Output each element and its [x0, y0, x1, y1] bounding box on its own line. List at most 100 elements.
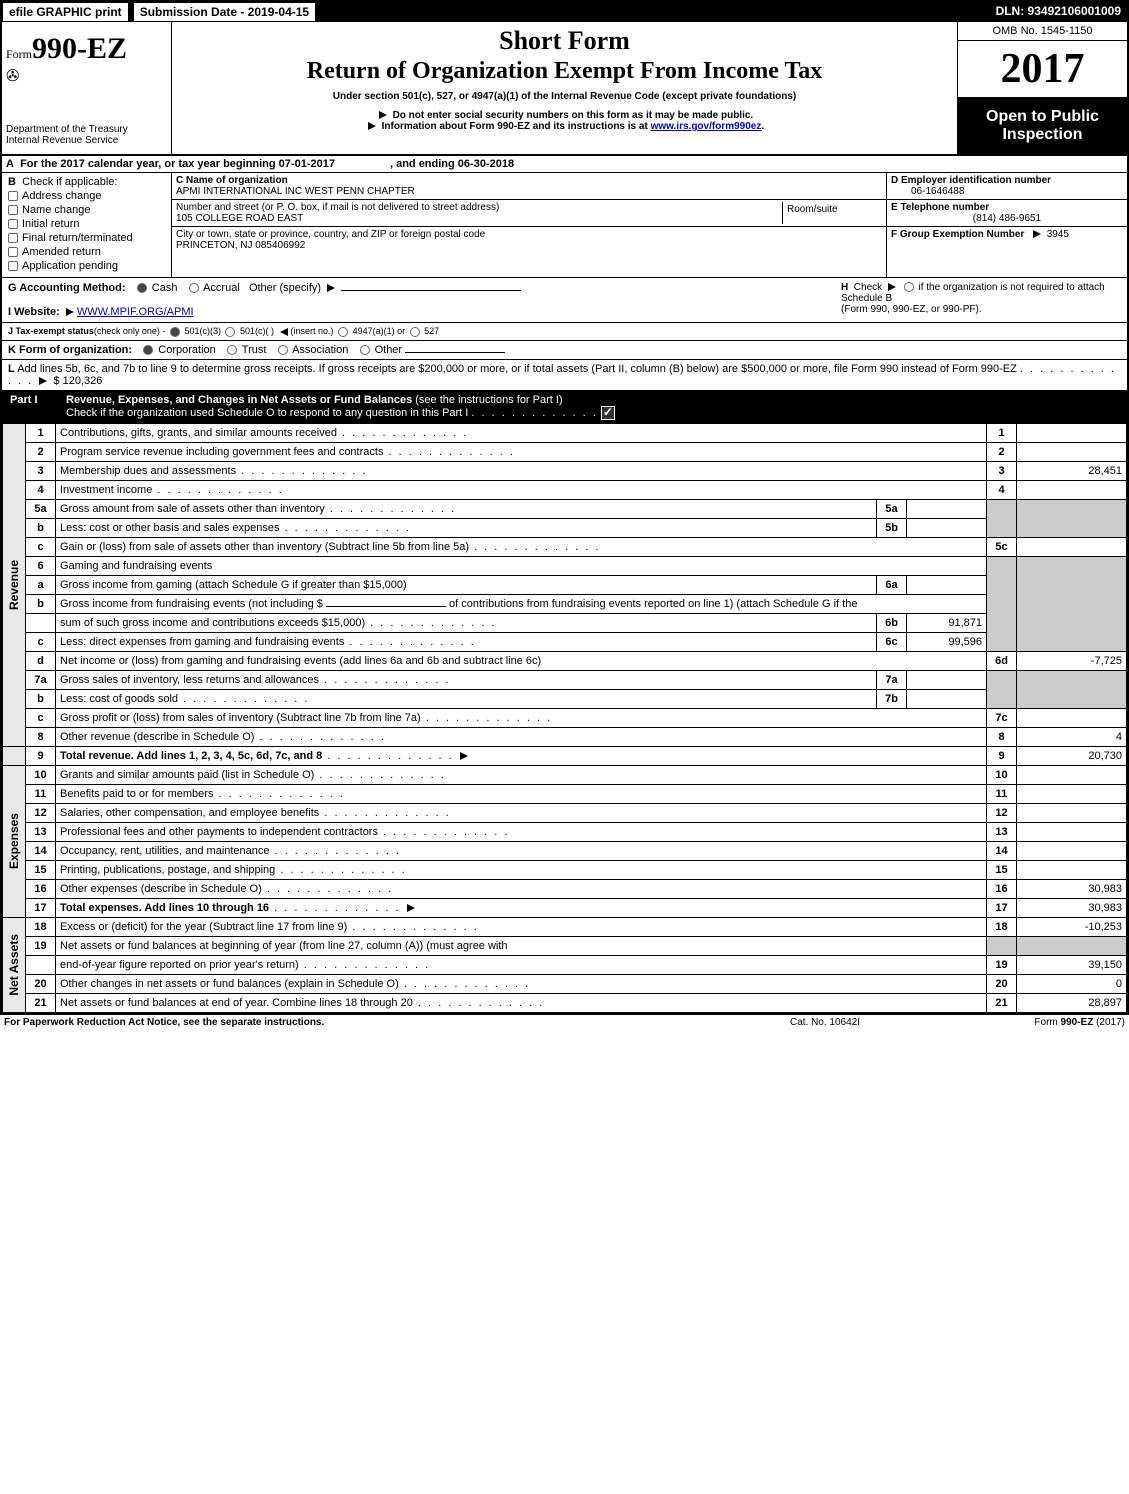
radio-corp[interactable]	[143, 345, 153, 355]
table-row: 9 Total revenue. Add lines 1, 2, 3, 4, 5…	[3, 746, 1127, 765]
table-row: 3 Membership dues and assessments 3 28,4…	[3, 461, 1127, 480]
row-k: K Form of organization: Corporation Trus…	[2, 341, 1127, 360]
line-7a-amount	[907, 670, 987, 689]
website-link[interactable]: WWW.MPIF.ORG/APMI	[77, 306, 194, 318]
line-18-amount: -10,253	[1017, 917, 1127, 936]
radio-4947[interactable]	[338, 327, 348, 337]
header-left: Form990-EZ ✇ Department of the Treasury …	[2, 22, 172, 154]
line-7c-amount	[1017, 708, 1127, 727]
triangle-icon	[39, 377, 47, 385]
chk-address-change[interactable]: Address change	[8, 190, 165, 202]
table-row: 15 Printing, publications, postage, and …	[3, 860, 1127, 879]
triangle-icon	[327, 284, 335, 292]
table-row: 17 Total expenses. Add lines 10 through …	[3, 898, 1127, 917]
city-state-zip: PRINCETON, NJ 085406992	[176, 240, 305, 251]
eagle-icon: ✇	[6, 66, 167, 86]
triangle-icon	[888, 283, 896, 291]
chk-h[interactable]	[904, 282, 914, 292]
chk-application-pending[interactable]: Application pending	[8, 260, 165, 272]
tax-year: 2017	[958, 41, 1127, 98]
instructions-link[interactable]: www.irs.gov/form990ez	[651, 121, 762, 132]
table-row: b Less: cost of goods sold 7b	[3, 689, 1127, 708]
chk-amended-return[interactable]: Amended return	[8, 246, 165, 258]
efile-button[interactable]: efile GRAPHIC print	[2, 2, 129, 22]
radio-527[interactable]	[410, 327, 420, 337]
table-row: 4 Investment income 4	[3, 480, 1127, 499]
table-row: end-of-year figure reported on prior yea…	[3, 955, 1127, 974]
table-row: 16 Other expenses (describe in Schedule …	[3, 879, 1127, 898]
radio-cash[interactable]	[137, 283, 147, 293]
radio-assoc[interactable]	[278, 345, 288, 355]
table-row: c Less: direct expenses from gaming and …	[3, 632, 1127, 651]
form-header: Form990-EZ ✇ Department of the Treasury …	[2, 22, 1127, 156]
submission-date: Submission Date - 2019-04-15	[133, 2, 316, 22]
page-footer: For Paperwork Reduction Act Notice, see …	[0, 1015, 1129, 1030]
f-group: F Group Exemption Number 3945	[887, 227, 1127, 242]
form-990ez: 990-EZ	[32, 32, 127, 65]
table-row: a Gross income from gaming (attach Sched…	[3, 575, 1127, 594]
open-to-public: Open to Public Inspection	[958, 98, 1127, 154]
other-specify-input[interactable]	[341, 290, 521, 291]
header-right: OMB No. 1545-1150 2017 Open to Public In…	[957, 22, 1127, 154]
c-city-cell: City or town, state or province, country…	[172, 227, 886, 253]
line-4-amount	[1017, 480, 1127, 499]
part-1-title: Revenue, Expenses, and Changes in Net As…	[62, 391, 1127, 423]
line-12-amount	[1017, 803, 1127, 822]
under-section: Under section 501(c), 527, or 4947(a)(1)…	[182, 91, 947, 102]
line-3-amount: 28,451	[1017, 461, 1127, 480]
footer-left: For Paperwork Reduction Act Notice, see …	[4, 1017, 725, 1028]
table-row: 12 Salaries, other compensation, and emp…	[3, 803, 1127, 822]
triangle-icon	[1033, 230, 1041, 238]
line-2-amount	[1017, 442, 1127, 461]
line-13-amount	[1017, 822, 1127, 841]
table-row: d Net income or (loss) from gaming and f…	[3, 651, 1127, 670]
table-row: 5a Gross amount from sale of assets othe…	[3, 499, 1127, 518]
row-h: H Check if the organization is not requi…	[841, 282, 1121, 318]
chk-initial-return[interactable]: Initial return	[8, 218, 165, 230]
dept-irs: Internal Revenue Service	[6, 135, 167, 146]
triangle-icon	[407, 904, 415, 912]
line-19-amount: 39,150	[1017, 955, 1127, 974]
line-17-amount: 30,983	[1017, 898, 1127, 917]
arrow-line-2: Information about Form 990-EZ and its in…	[182, 121, 947, 132]
radio-501c3[interactable]	[170, 327, 180, 337]
line-5b-amount	[907, 518, 987, 537]
part-1-table: Revenue 1 Contributions, gifts, grants, …	[2, 423, 1127, 1013]
c-name-cell: C Name of organization APMI INTERNATIONA…	[172, 173, 886, 200]
form-number: Form990-EZ	[6, 32, 167, 66]
form-prefix: Form	[6, 47, 32, 61]
org-name: APMI INTERNATIONAL INC WEST PENN CHAPTER	[176, 186, 415, 197]
table-row: Revenue 1 Contributions, gifts, grants, …	[3, 423, 1127, 442]
line-6c-amount: 99,596	[907, 632, 987, 651]
triangle-icon	[368, 122, 376, 130]
line-8-amount: 4	[1017, 727, 1127, 746]
revenue-side-label: Revenue	[3, 423, 26, 746]
line-11-amount	[1017, 784, 1127, 803]
radio-accrual[interactable]	[189, 283, 199, 293]
line-16-amount: 30,983	[1017, 879, 1127, 898]
table-row: Net Assets 18 Excess or (deficit) for th…	[3, 917, 1127, 936]
row-gh: G Accounting Method: Cash Accrual Other …	[2, 278, 1127, 323]
short-form-title: Short Form	[182, 26, 947, 56]
radio-trust[interactable]	[227, 345, 237, 355]
line-5a-amount	[907, 499, 987, 518]
schedule-o-checkbox[interactable]	[601, 406, 615, 420]
row-g: G Accounting Method: Cash Accrual Other …	[8, 282, 841, 318]
chk-name-change[interactable]: Name change	[8, 204, 165, 216]
other-org-input[interactable]	[405, 352, 505, 353]
line-6b-input[interactable]	[326, 606, 446, 607]
col-c: C Name of organization APMI INTERNATIONA…	[172, 173, 887, 277]
table-row: c Gain or (loss) from sale of assets oth…	[3, 537, 1127, 556]
table-row: 13 Professional fees and other payments …	[3, 822, 1127, 841]
line-1-amount	[1017, 423, 1127, 442]
line-5c-amount	[1017, 537, 1127, 556]
e-phone: E Telephone number (814) 486-9651	[887, 200, 1127, 227]
radio-501c[interactable]	[225, 327, 235, 337]
table-row: 2 Program service revenue including gove…	[3, 442, 1127, 461]
radio-other[interactable]	[360, 345, 370, 355]
table-row: 7a Gross sales of inventory, less return…	[3, 670, 1127, 689]
footer-catno: Cat. No. 10642I	[725, 1017, 925, 1028]
chk-final-return[interactable]: Final return/terminated	[8, 232, 165, 244]
table-row: 20 Other changes in net assets or fund b…	[3, 974, 1127, 993]
dln-label: DLN: 93492106001009	[990, 2, 1127, 22]
